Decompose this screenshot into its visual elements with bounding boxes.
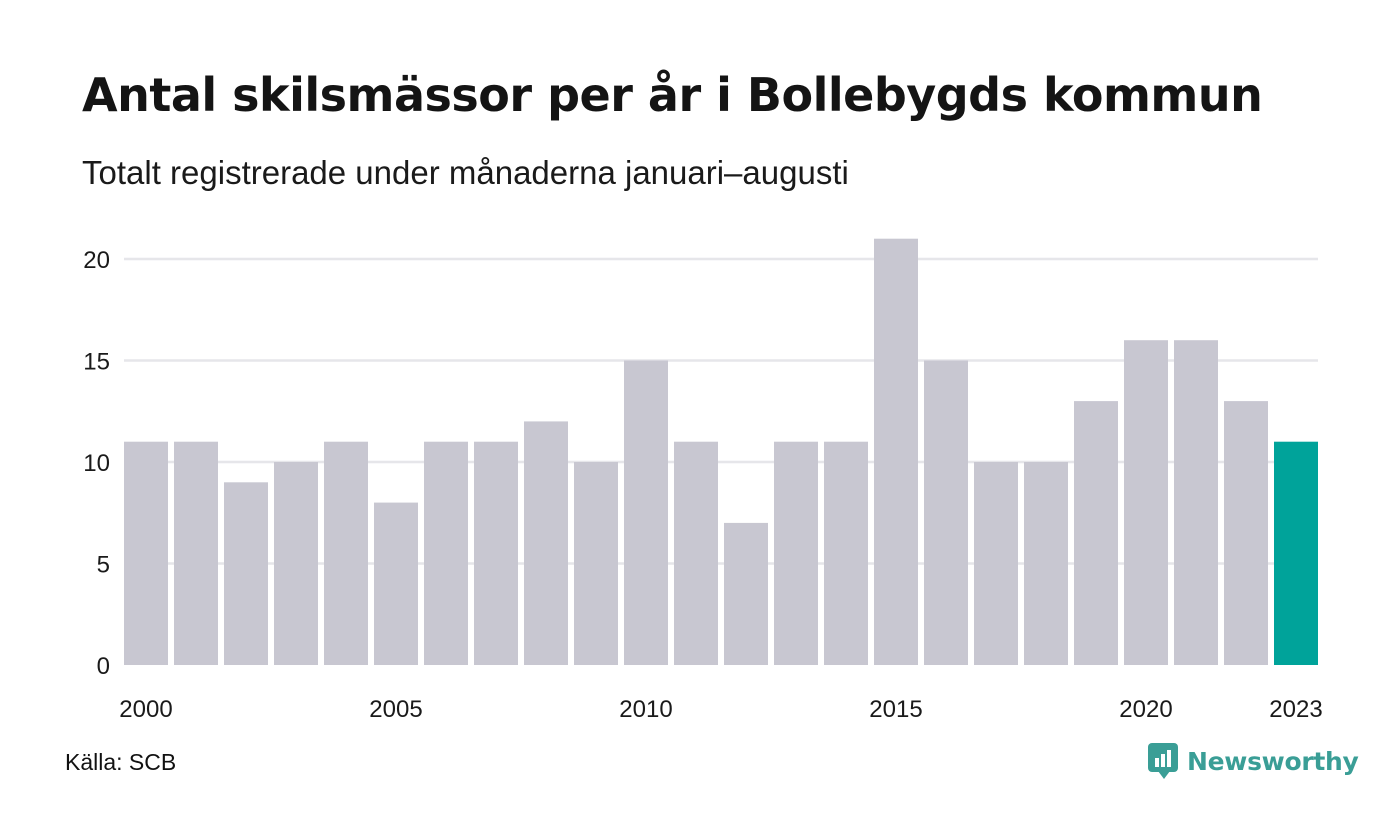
y-tick-label: 20 bbox=[83, 247, 110, 274]
bar-2003 bbox=[274, 462, 318, 665]
bar-2002 bbox=[224, 482, 268, 665]
x-tick-label: 2010 bbox=[619, 696, 672, 723]
bar-2006 bbox=[424, 441, 468, 665]
bar-2023 bbox=[1274, 441, 1318, 665]
brand-logo: Newsworthy bbox=[1148, 743, 1359, 779]
bar-2014 bbox=[824, 441, 868, 665]
y-tick-label: 5 bbox=[97, 552, 110, 579]
bar-2001 bbox=[174, 441, 218, 665]
brand-name: Newsworthy bbox=[1187, 746, 1359, 776]
bar-2007 bbox=[474, 441, 518, 665]
bar-2019 bbox=[1074, 401, 1118, 665]
chart-subtitle: Totalt registrerade under månaderna janu… bbox=[82, 154, 849, 191]
bar-2005 bbox=[374, 502, 418, 665]
bar-2016 bbox=[924, 360, 968, 665]
bar-2011 bbox=[674, 441, 718, 665]
bar-2009 bbox=[574, 462, 618, 665]
y-axis-ticks: 0 5 10 15 20 bbox=[83, 247, 110, 680]
x-tick-label: 2015 bbox=[869, 696, 922, 723]
bar-2010 bbox=[624, 360, 668, 665]
x-tick-label: 2000 bbox=[119, 696, 172, 723]
bar-2021 bbox=[1174, 340, 1218, 665]
bar-2015 bbox=[874, 238, 918, 665]
bars bbox=[124, 238, 1318, 665]
bar-2018 bbox=[1024, 462, 1068, 665]
source-note: Källa: SCB bbox=[65, 749, 177, 775]
x-tick-label: 2005 bbox=[369, 696, 422, 723]
bar-2013 bbox=[774, 441, 818, 665]
bar-2012 bbox=[724, 522, 768, 665]
bar-2022 bbox=[1224, 401, 1268, 665]
newsworthy-logo-icon bbox=[1148, 743, 1178, 779]
bar-2008 bbox=[524, 421, 568, 665]
bar-2020 bbox=[1124, 340, 1168, 665]
y-tick-label: 15 bbox=[83, 349, 110, 376]
y-tick-label: 10 bbox=[83, 450, 110, 477]
x-tick-label: 2020 bbox=[1119, 696, 1172, 723]
bar-2004 bbox=[324, 441, 368, 665]
bar-2000 bbox=[124, 441, 168, 665]
y-tick-label: 0 bbox=[97, 653, 110, 680]
x-axis-ticks: 2000 2005 2010 2015 2020 2023 bbox=[119, 696, 1322, 723]
gridlines bbox=[124, 257, 1318, 565]
bar-2017 bbox=[974, 462, 1018, 665]
x-tick-label: 2023 bbox=[1269, 696, 1322, 723]
chart-title: Antal skilsmässor per år i Bollebygds ko… bbox=[82, 68, 1263, 122]
